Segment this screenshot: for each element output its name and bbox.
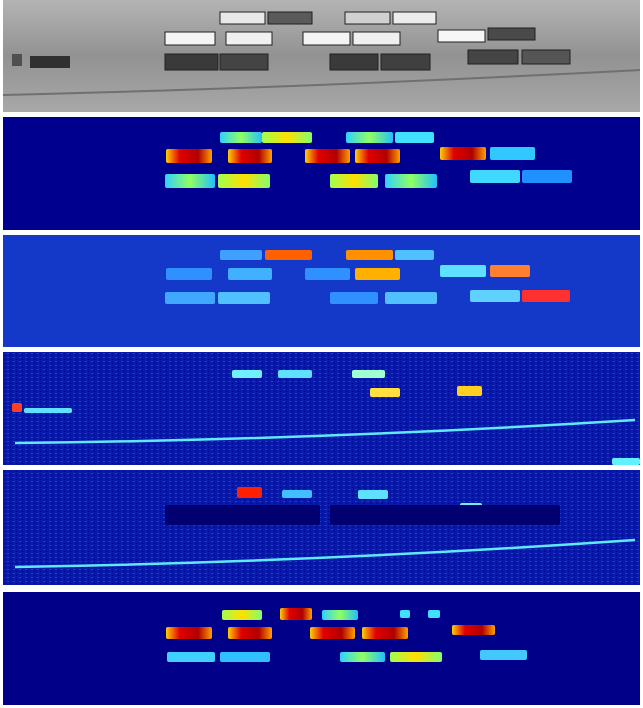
heat-region <box>330 292 378 304</box>
heat-region <box>385 174 437 188</box>
heat-region <box>440 265 486 277</box>
heat-region <box>612 458 640 465</box>
heat-region <box>262 132 312 143</box>
heat-region <box>330 505 560 525</box>
heat-region <box>490 265 530 277</box>
panel-array <box>165 32 215 45</box>
panel-array <box>522 50 570 64</box>
heat-region <box>228 149 272 163</box>
heat-region <box>310 627 355 639</box>
panel-array <box>303 32 350 45</box>
heat-region <box>282 490 312 498</box>
panel-array <box>393 12 436 24</box>
heat-region <box>166 268 212 280</box>
heat-region <box>522 170 572 183</box>
heat-region <box>165 505 320 525</box>
heat-region <box>470 170 520 183</box>
heat-region <box>218 174 270 188</box>
heat-region <box>24 408 72 413</box>
panel-array <box>438 30 485 42</box>
heatmap-panel <box>3 470 640 585</box>
heat-region <box>480 650 527 660</box>
heat-region <box>440 147 486 160</box>
heat-region <box>218 292 270 304</box>
heat-region <box>280 608 312 620</box>
heat-region <box>395 132 434 143</box>
building <box>12 54 22 66</box>
page: (() => { const data = JSON.parse(documen… <box>0 0 643 708</box>
heat-region <box>395 250 434 260</box>
panel-array <box>220 54 268 70</box>
heat-region <box>12 403 22 412</box>
heat-region <box>522 290 570 302</box>
heat-region <box>278 370 312 378</box>
panel-array <box>353 32 400 45</box>
heat-region <box>340 652 385 662</box>
heat-region <box>470 290 520 302</box>
panel-array <box>226 32 272 45</box>
heat-region <box>166 627 212 639</box>
panel-array <box>381 54 430 70</box>
heat-region <box>346 132 393 143</box>
heat-region <box>330 174 378 188</box>
panel-array <box>330 54 378 70</box>
heat-region <box>167 652 215 662</box>
heat-region <box>358 490 388 499</box>
heat-region <box>322 610 358 620</box>
heat-region <box>166 149 212 163</box>
heat-region <box>490 147 535 160</box>
heat-region <box>305 268 350 280</box>
heat-region <box>220 652 270 662</box>
heat-region <box>165 292 215 304</box>
panel-array <box>165 54 218 70</box>
heat-region <box>237 487 262 498</box>
heat-region <box>305 149 350 163</box>
heat-region <box>220 132 262 143</box>
heat-region <box>228 627 272 639</box>
panel-array <box>345 12 390 24</box>
heat-region <box>428 610 440 618</box>
heat-region <box>457 386 482 396</box>
heat-region <box>220 250 262 260</box>
heat-region <box>390 652 442 662</box>
heat-region <box>352 370 385 378</box>
heat-region <box>355 149 400 163</box>
figure <box>0 0 643 708</box>
heat-region <box>400 610 410 618</box>
heat-region <box>362 627 408 639</box>
heatmap-panel <box>3 592 640 705</box>
heatmap-panel <box>3 352 640 465</box>
panel-array <box>268 12 312 24</box>
heat-region <box>355 268 400 280</box>
heat-region <box>370 388 400 397</box>
panel-array <box>468 50 518 64</box>
heat-region <box>346 250 393 260</box>
heat-region <box>385 292 437 304</box>
heat-region <box>222 610 262 620</box>
heat-region <box>228 268 272 280</box>
panel-array <box>488 28 535 40</box>
heat-region <box>452 625 495 635</box>
heat-region <box>265 250 312 260</box>
building <box>30 56 70 68</box>
heat-region <box>232 370 262 378</box>
heat-region <box>165 174 215 188</box>
panel-array <box>220 12 265 24</box>
